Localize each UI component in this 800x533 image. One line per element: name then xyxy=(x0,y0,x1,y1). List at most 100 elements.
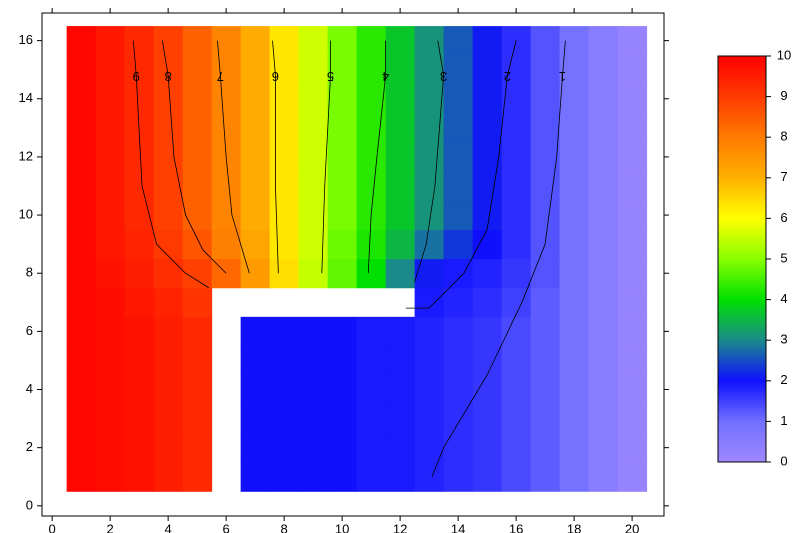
heatmap-cell xyxy=(66,316,97,347)
heatmap-cell xyxy=(472,433,503,463)
heatmap-cell xyxy=(501,258,532,289)
heatmap-cell xyxy=(385,316,416,347)
heatmap-cell xyxy=(240,26,271,56)
heatmap-cell xyxy=(443,345,474,376)
heatmap-cell xyxy=(240,462,271,492)
heatmap-cell xyxy=(443,316,474,347)
heatmap-cell xyxy=(385,229,416,260)
heatmap-cell xyxy=(211,113,242,143)
heatmap-cell xyxy=(443,142,474,172)
heatmap-cell xyxy=(472,84,503,114)
colorbar-tick-label: 8 xyxy=(780,129,787,144)
heatmap-cell xyxy=(269,404,300,434)
heatmap-cell xyxy=(356,316,387,347)
heatmap-cell xyxy=(443,433,474,463)
heatmap-cell xyxy=(414,171,445,202)
heatmap-cell xyxy=(327,374,358,405)
heatmap-cell xyxy=(443,287,474,318)
heatmap-cell xyxy=(530,26,561,56)
colorbar-tick-label: 3 xyxy=(780,332,787,347)
heatmap-cell xyxy=(124,84,155,114)
contour-label: 3 xyxy=(440,69,447,84)
heatmap-cell xyxy=(298,113,329,143)
heatmap-cell xyxy=(124,462,155,492)
heatmap-cell xyxy=(240,113,271,143)
heatmap-cell xyxy=(240,316,271,347)
heatmap-cell xyxy=(617,142,648,172)
heatmap-cell xyxy=(530,258,561,289)
heatmap-cell xyxy=(559,287,590,318)
heatmap-cell xyxy=(501,84,532,114)
heatmap-cell xyxy=(385,258,416,289)
heatmap-cell xyxy=(559,229,590,260)
x-tick-label: 12 xyxy=(393,521,407,533)
heatmap-cell xyxy=(66,171,97,202)
heatmap-cell xyxy=(472,404,503,434)
x-tick-label: 0 xyxy=(49,521,56,533)
heatmap-cell xyxy=(327,229,358,260)
heatmap-cell xyxy=(298,142,329,172)
heatmap-cell xyxy=(211,84,242,114)
heatmap-cell xyxy=(153,374,184,405)
heatmap-cell xyxy=(269,229,300,260)
heatmap-cell xyxy=(66,258,97,289)
heatmap-cell xyxy=(414,142,445,172)
heatmap-cell xyxy=(501,462,532,492)
heatmap-cell xyxy=(385,113,416,143)
x-tick-label: 20 xyxy=(625,521,639,533)
heatmap-cell xyxy=(66,374,97,405)
heatmap-cell xyxy=(385,200,416,231)
heatmap-cell xyxy=(559,84,590,114)
heatmap-cell xyxy=(414,404,445,434)
colorbar-tick-label: 5 xyxy=(780,250,787,265)
heatmap-cell xyxy=(211,229,242,260)
heatmap-cell xyxy=(559,374,590,405)
heatmap-cell xyxy=(182,258,213,289)
heatmap-cell xyxy=(66,229,97,260)
heatmap-cell xyxy=(298,258,329,289)
heatmap-cell xyxy=(617,229,648,260)
heatmap-cell xyxy=(530,113,561,143)
contour-label: 4 xyxy=(382,69,389,84)
heatmap-cell xyxy=(124,258,155,289)
heatmap-cell xyxy=(501,171,532,202)
heatmap-cell xyxy=(414,84,445,114)
heatmap-cell xyxy=(95,462,126,492)
heatmap-cell xyxy=(298,55,329,85)
heatmap-cell xyxy=(298,345,329,376)
heatmap-cell xyxy=(385,404,416,434)
colorbar xyxy=(717,55,767,463)
heatmap-cell xyxy=(124,287,155,318)
heatmap-cell xyxy=(443,55,474,85)
heatmap-cell xyxy=(327,404,358,434)
heatmap-cell xyxy=(327,142,358,172)
heatmap-cell xyxy=(269,171,300,202)
heatmap-cell xyxy=(240,229,271,260)
heatmap-cell xyxy=(501,142,532,172)
heatmap-cell xyxy=(240,345,271,376)
heatmap-cell xyxy=(472,113,503,143)
heatmap-cell xyxy=(530,200,561,231)
heatmap-cell xyxy=(559,55,590,85)
x-tick-label: 14 xyxy=(451,521,465,533)
heatmap-cell xyxy=(385,142,416,172)
heatmap-cell xyxy=(153,142,184,172)
heatmap-cell xyxy=(617,84,648,114)
heatmap-cell xyxy=(617,171,648,202)
heatmap-cell xyxy=(472,316,503,347)
heatmap-cell xyxy=(153,84,184,114)
heatmap-cell xyxy=(472,462,503,492)
heatmap-cell xyxy=(617,200,648,231)
heatmap-cell xyxy=(588,171,619,202)
heatmap-cell xyxy=(269,374,300,405)
heatmap-cell xyxy=(95,55,126,85)
contour-label: 9 xyxy=(133,69,140,84)
heatmap-cell xyxy=(356,55,387,85)
heatmap-cell xyxy=(269,316,300,347)
heatmap-cell xyxy=(414,55,445,85)
heatmap-cell xyxy=(182,84,213,114)
heatmap-cell xyxy=(588,142,619,172)
x-tick-label: 6 xyxy=(223,521,230,533)
heatmap-cell xyxy=(153,404,184,434)
heatmap-cell xyxy=(356,404,387,434)
